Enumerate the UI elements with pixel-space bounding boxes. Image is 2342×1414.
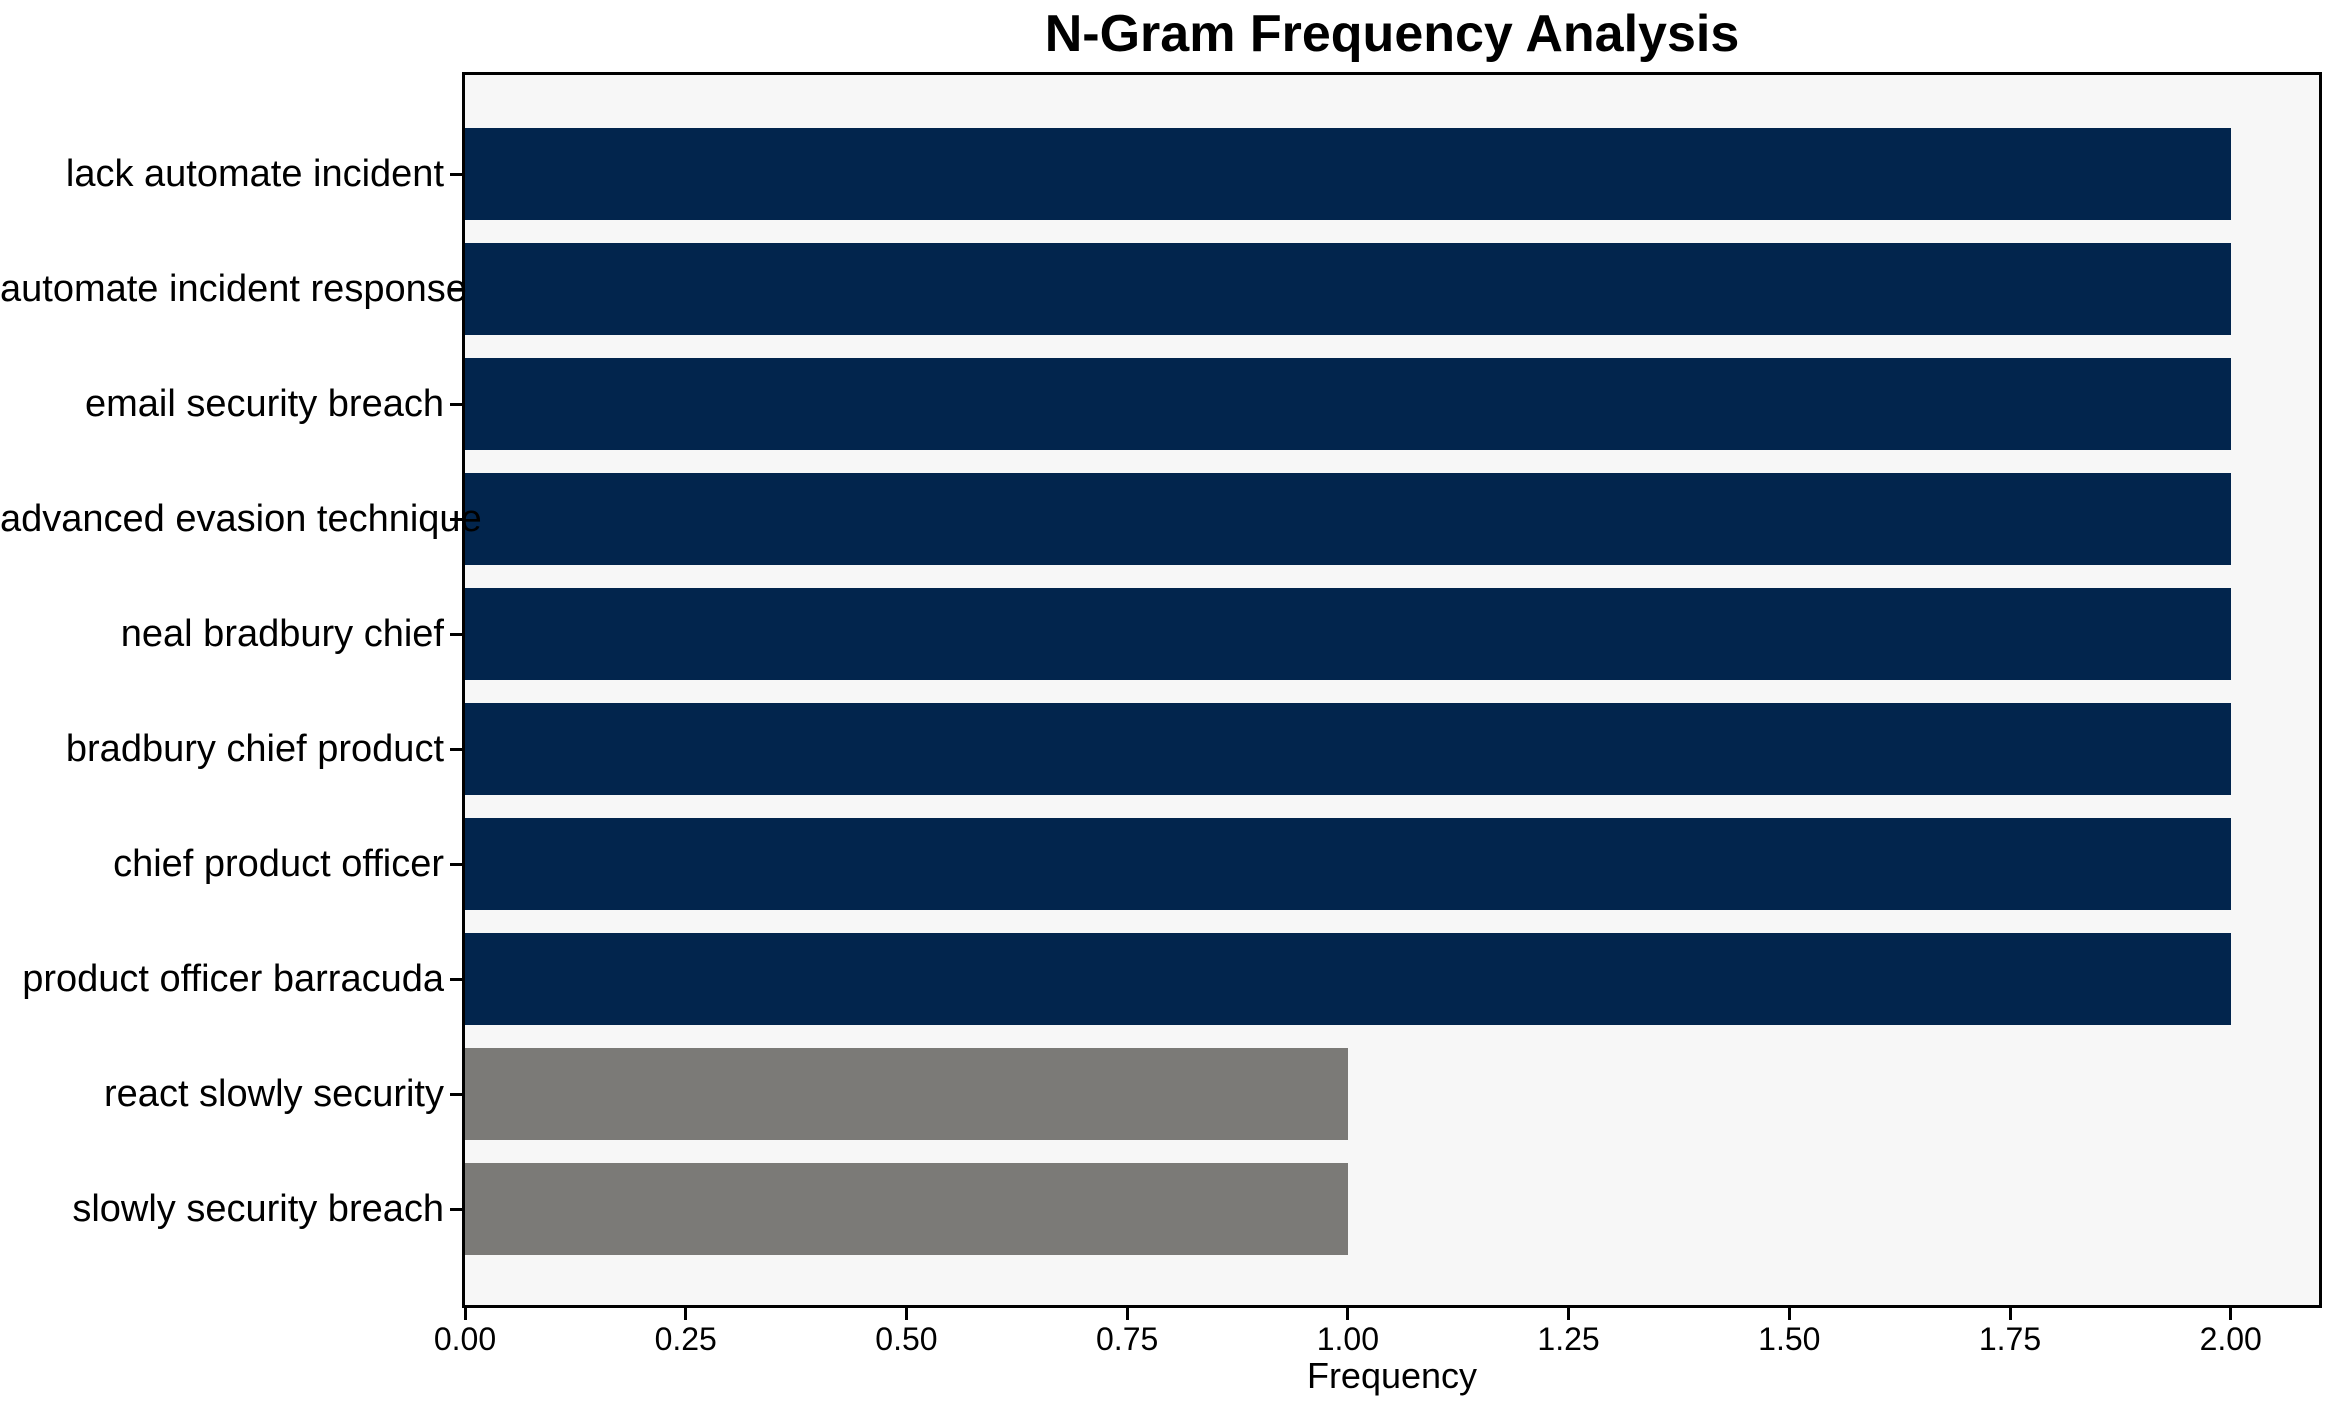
y-tick-mark xyxy=(450,747,462,751)
x-tick-label: 0.00 xyxy=(433,1321,497,1357)
y-tick-label: chief product officer xyxy=(113,843,444,885)
x-tick-mark xyxy=(2229,1308,2233,1320)
y-tick-label: advanced evasion technique xyxy=(0,498,482,540)
bar-3 xyxy=(465,358,2231,450)
bar-6 xyxy=(465,703,2231,795)
y-tick-label: bradbury chief product xyxy=(65,728,444,770)
x-tick-mark xyxy=(463,1308,467,1320)
y-tick-label: email security breach xyxy=(84,383,444,425)
x-tick-mark xyxy=(904,1308,908,1320)
y-tick-mark xyxy=(450,402,462,406)
y-tick-label: react slowly security xyxy=(104,1073,444,1115)
x-tick-label: 2.00 xyxy=(2199,1321,2262,1357)
x-tick-mark xyxy=(684,1308,688,1320)
y-tick-label: automate incident response xyxy=(0,268,467,310)
bar-4 xyxy=(465,473,2231,565)
y-tick-mark xyxy=(450,517,462,521)
y-tick-mark xyxy=(450,287,462,291)
bar-7 xyxy=(465,818,2231,910)
y-tick-mark xyxy=(450,977,462,981)
bar-5 xyxy=(465,588,2231,680)
y-tick-mark xyxy=(450,1092,462,1096)
y-tick-mark xyxy=(450,632,462,636)
bar-2 xyxy=(465,243,2231,335)
bar-8 xyxy=(465,933,2231,1025)
x-tick-mark xyxy=(1346,1308,1350,1320)
bar-10 xyxy=(465,1163,1348,1255)
x-tick-label: 1.75 xyxy=(1978,1321,2042,1357)
x-tick-mark xyxy=(1125,1308,1129,1320)
chart-title: N-Gram Frequency Analysis xyxy=(1044,5,1740,63)
x-tick-label: 0.50 xyxy=(875,1321,938,1357)
x-tick-label: 0.75 xyxy=(1096,1321,1159,1357)
x-tick-mark xyxy=(2008,1308,2012,1320)
x-tick-label: 1.00 xyxy=(1316,1321,1379,1357)
x-tick-mark xyxy=(1567,1308,1571,1320)
y-tick-label: lack automate incident xyxy=(65,153,444,195)
y-tick-mark xyxy=(450,172,462,176)
x-axis-title: Frequency xyxy=(1306,1355,1478,1396)
y-tick-label: neal bradbury chief xyxy=(120,613,444,655)
x-tick-label: 0.25 xyxy=(654,1321,717,1357)
y-tick-label: product officer barracuda xyxy=(22,958,444,1000)
bar-1 xyxy=(465,128,2231,220)
y-tick-mark xyxy=(450,862,462,866)
y-tick-label: slowly security breach xyxy=(72,1188,444,1230)
x-tick-label: 1.25 xyxy=(1537,1321,1600,1357)
plot-area xyxy=(462,72,2322,1308)
x-tick-mark xyxy=(1787,1308,1791,1320)
y-tick-mark xyxy=(450,1207,462,1211)
bar-9 xyxy=(465,1048,1348,1140)
x-tick-label: 1.50 xyxy=(1758,1321,1821,1357)
